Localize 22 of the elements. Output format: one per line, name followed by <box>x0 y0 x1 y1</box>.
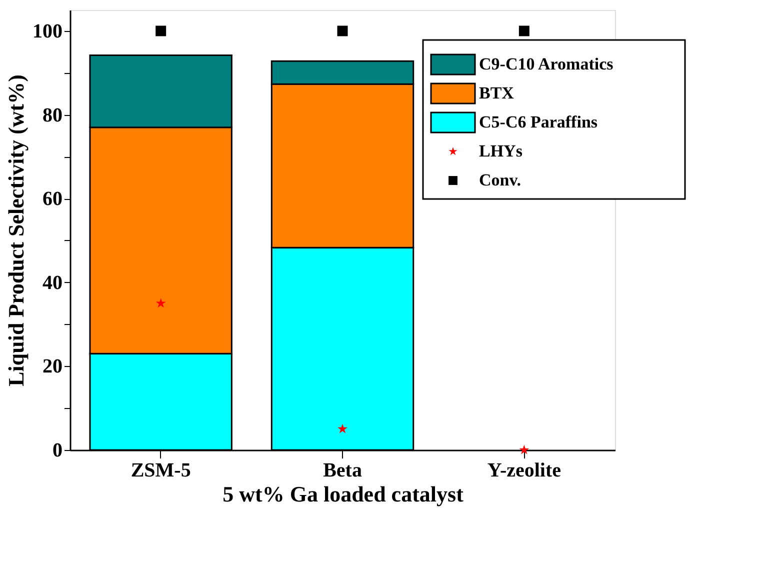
x-axis-title: 5 wt% Ga loaded catalyst <box>222 482 464 506</box>
point <box>518 26 530 36</box>
point <box>156 298 166 308</box>
y-tick-label: 40 <box>42 272 62 294</box>
x-tick-label: ZSM-5 <box>130 460 191 482</box>
y-tick-label: 100 <box>32 20 62 42</box>
y-axis-title: Liquid Product Selectivity (wt%) <box>4 74 28 386</box>
y-tick-label: 0 <box>52 440 62 462</box>
point <box>519 444 530 454</box>
legend-label: BTX <box>479 84 515 102</box>
legend-label: LHYs <box>479 142 523 160</box>
y-tick-label: 80 <box>42 104 62 126</box>
y-tick-label: 60 <box>42 188 62 210</box>
point <box>156 26 166 36</box>
legend-label: C9-C10 Aromatics <box>479 54 614 74</box>
x-tick-label: Beta <box>323 460 362 482</box>
point <box>337 26 348 36</box>
legend-label: C5-C6 Paraffins <box>479 112 598 132</box>
point <box>338 424 348 434</box>
legend-label: Conv. <box>479 170 522 190</box>
y-tick-label: 20 <box>42 356 62 378</box>
x-tick-label: Y-zeolite <box>487 460 562 482</box>
